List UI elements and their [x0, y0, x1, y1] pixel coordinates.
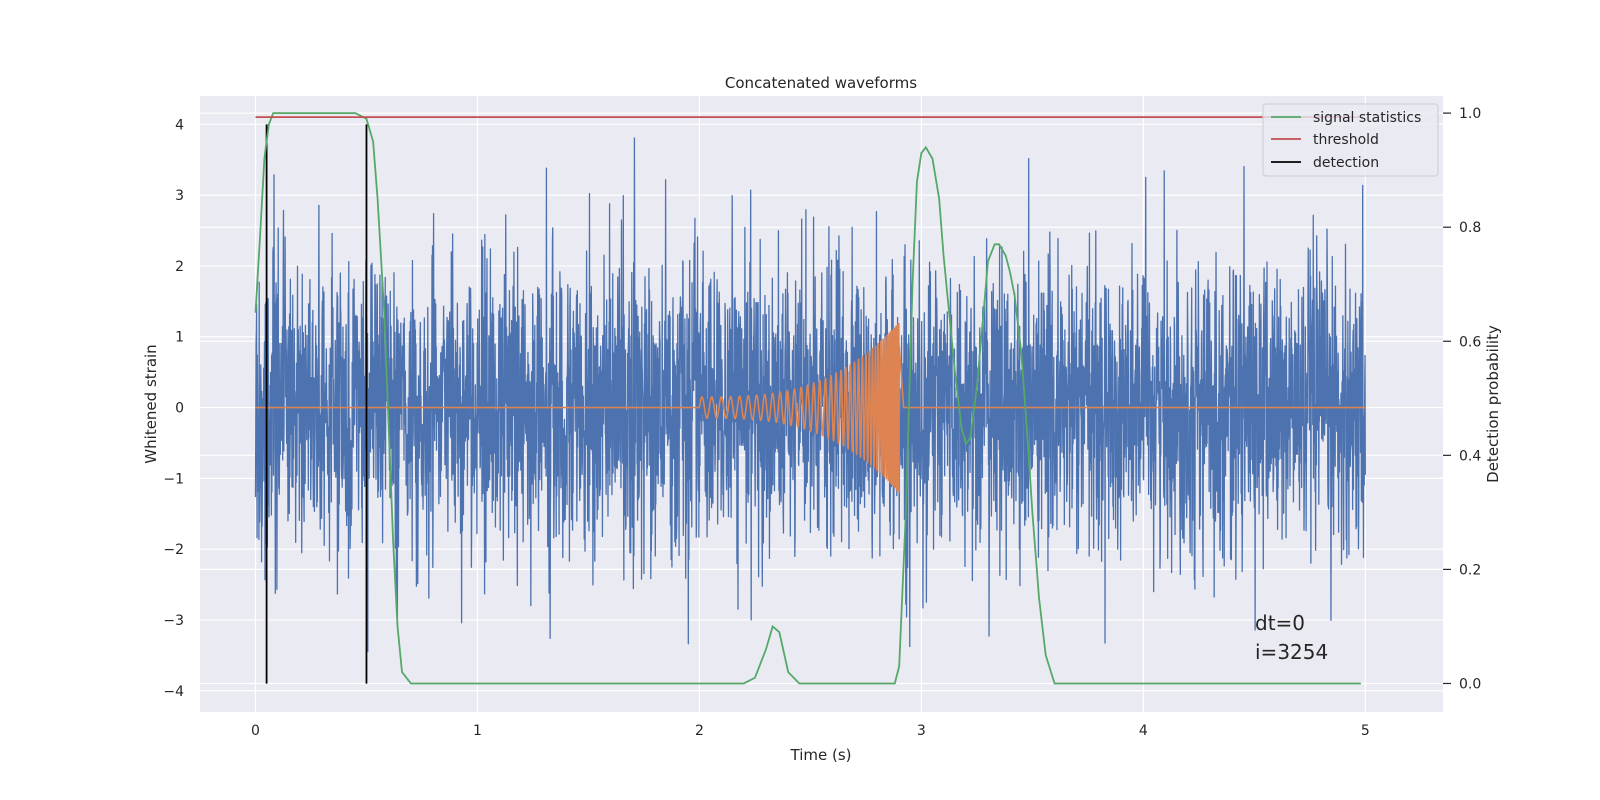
y-tick-label: 3 — [175, 188, 184, 204]
legend-label-threshold: threshold — [1313, 132, 1379, 148]
annotation-i: i=3254 — [1255, 640, 1328, 664]
chart-title: Concatenated waveforms — [725, 74, 917, 92]
y-tick-label: −1 — [163, 471, 184, 487]
y2-tick-label: 0.6 — [1459, 334, 1481, 350]
legend-box — [1262, 103, 1439, 177]
y-axis-label: Whitened strain — [142, 344, 160, 463]
y-tick-label: 4 — [175, 117, 184, 133]
annotation-dt: dt=0 — [1255, 611, 1305, 635]
x-axis-label: Time (s) — [790, 746, 852, 764]
legend-label-signal-statistics: signal statistics — [1313, 110, 1421, 126]
signal-statistics-line — [254, 112, 1361, 685]
waveform-series-line — [255, 322, 1366, 494]
y-tick-label: −2 — [163, 542, 184, 558]
x-tick-label: 4 — [1139, 723, 1148, 739]
x-tick-label: 5 — [1361, 723, 1370, 739]
y2-tick-label: 1.0 — [1459, 106, 1481, 122]
y-tick-label: 0 — [175, 401, 184, 417]
y-tick-label: −4 — [163, 684, 184, 700]
y2-axis-label: Detection probability — [1484, 325, 1502, 483]
x-axis-ticks: 0 1 2 3 4 5 — [251, 723, 1370, 739]
y-tick-label: 1 — [175, 330, 184, 346]
y-tick-label: 2 — [175, 259, 184, 275]
x-tick-label: 2 — [695, 723, 704, 739]
y2-tick-label: 0.2 — [1459, 562, 1481, 578]
y-tick-label: −3 — [163, 613, 184, 629]
legend: signal statistics threshold detection — [1262, 103, 1439, 177]
y2-tick-label: 0.8 — [1459, 220, 1481, 236]
x-tick-label: 3 — [917, 723, 926, 739]
plot-content — [254, 112, 1366, 685]
x-tick-label: 0 — [251, 723, 260, 739]
legend-label-detection: detection — [1313, 155, 1379, 171]
y-axis-ticks: −4 −3 −2 −1 0 1 2 3 4 — [163, 117, 184, 699]
y2-tick-label: 0.0 — [1459, 676, 1481, 692]
y2-axis-ticks: 0.0 0.2 0.4 0.6 0.8 1.0 — [1443, 106, 1481, 692]
x-tick-label: 1 — [473, 723, 482, 739]
y2-tick-label: 0.4 — [1459, 448, 1481, 464]
noise-series-line — [254, 137, 1366, 652]
